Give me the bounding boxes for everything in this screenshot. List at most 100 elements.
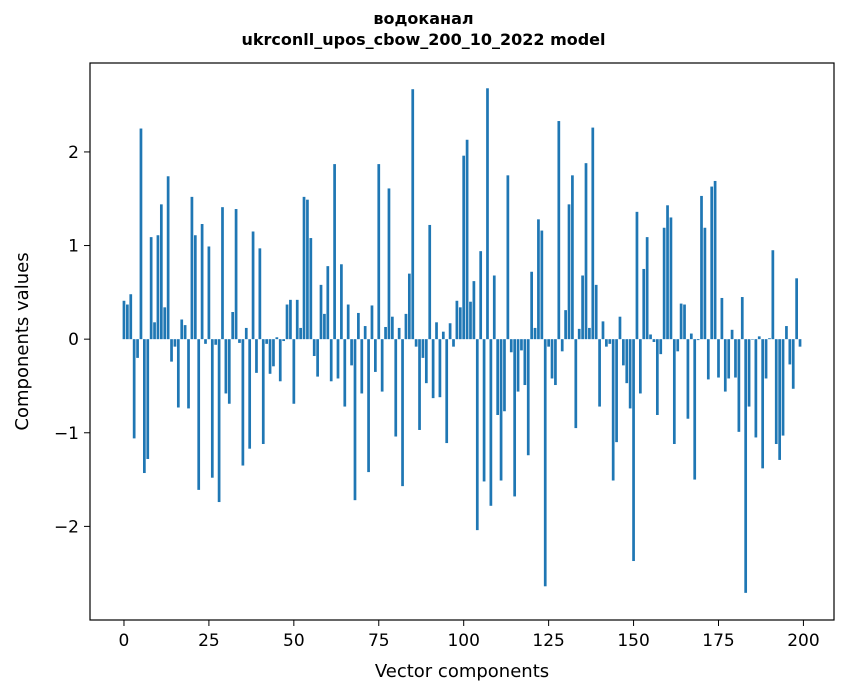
- bar: [526, 339, 530, 456]
- bar: [530, 271, 534, 340]
- bar: [411, 89, 415, 340]
- bar: [295, 299, 299, 340]
- bar: [210, 339, 214, 478]
- bar: [533, 327, 537, 340]
- bar: [404, 313, 408, 340]
- bar: [679, 303, 683, 340]
- bar: [472, 281, 476, 340]
- bar: [713, 180, 717, 340]
- bar: [258, 248, 262, 340]
- bar: [353, 339, 357, 501]
- bar: [655, 339, 659, 415]
- y-axis-label: Components values: [12, 252, 33, 430]
- bar: [231, 312, 235, 340]
- bar: [384, 326, 387, 340]
- bar: [390, 316, 394, 340]
- bar: [537, 219, 540, 340]
- bar: [781, 339, 785, 436]
- bar: [462, 155, 466, 340]
- bar: [312, 339, 316, 357]
- bar: [513, 339, 517, 497]
- y-tick-label: −2: [54, 517, 79, 537]
- bar: [523, 339, 527, 386]
- bar: [435, 322, 438, 340]
- bar: [642, 268, 646, 340]
- bar: [156, 235, 160, 340]
- bar: [540, 230, 544, 340]
- bar: [706, 339, 710, 380]
- bar: [176, 339, 180, 408]
- bar: [615, 339, 618, 443]
- x-axis-label: Vector components: [375, 661, 549, 682]
- bar: [132, 339, 136, 439]
- bar: [431, 339, 435, 399]
- bar: [506, 175, 510, 340]
- y-tick-label: −1: [54, 424, 79, 444]
- bar: [367, 339, 370, 473]
- bar: [730, 329, 734, 340]
- bar: [268, 339, 272, 374]
- x-tick-label: 0: [119, 631, 130, 651]
- bar: [486, 88, 489, 340]
- bar: [200, 224, 204, 340]
- bar: [703, 227, 707, 340]
- bar: [482, 339, 486, 482]
- bar: [727, 339, 731, 379]
- bar: [414, 339, 418, 347]
- bar: [397, 327, 401, 340]
- x-tick-label: 50: [283, 631, 305, 651]
- bar: [754, 339, 758, 438]
- bar: [323, 313, 326, 340]
- bar: [686, 339, 690, 419]
- bar: [788, 339, 792, 365]
- bar: [489, 339, 493, 506]
- bar: [720, 297, 724, 340]
- bar: [683, 304, 686, 340]
- bar: [605, 339, 608, 347]
- bar: [234, 209, 238, 340]
- bar: [608, 339, 612, 344]
- bar: [520, 339, 523, 351]
- bar: [581, 275, 584, 340]
- bar: [183, 325, 187, 340]
- bar: [166, 176, 170, 340]
- bar: [764, 339, 768, 379]
- bar: [747, 339, 751, 407]
- bar: [129, 294, 133, 340]
- bar: [374, 339, 377, 372]
- bar: [638, 339, 642, 394]
- bar: [272, 339, 275, 367]
- bar: [598, 339, 601, 407]
- bar: [438, 339, 442, 398]
- bar: [363, 326, 367, 340]
- bar: [785, 326, 788, 340]
- bar: [343, 339, 347, 407]
- bar: [696, 339, 700, 341]
- bar: [774, 339, 778, 445]
- bar: [217, 339, 221, 503]
- bar: [740, 297, 744, 340]
- bar: [292, 339, 296, 404]
- bar: [625, 339, 629, 384]
- bar: [251, 231, 255, 340]
- bar: [418, 339, 421, 430]
- bar: [180, 319, 184, 340]
- bar: [190, 196, 194, 340]
- bar: [588, 327, 591, 340]
- bar: [126, 304, 129, 340]
- y-tick-label: 1: [68, 237, 79, 257]
- bar: [207, 246, 211, 340]
- bar: [744, 339, 748, 593]
- bar: [401, 339, 404, 487]
- bar: [618, 316, 622, 340]
- bar: [224, 339, 228, 394]
- bar: [248, 339, 252, 449]
- bar: [377, 164, 381, 340]
- bar: [394, 339, 398, 437]
- bar: [370, 305, 374, 340]
- bar: [689, 333, 693, 340]
- x-tick-label: 25: [198, 631, 220, 651]
- bar: [622, 339, 625, 366]
- bar: [737, 339, 741, 432]
